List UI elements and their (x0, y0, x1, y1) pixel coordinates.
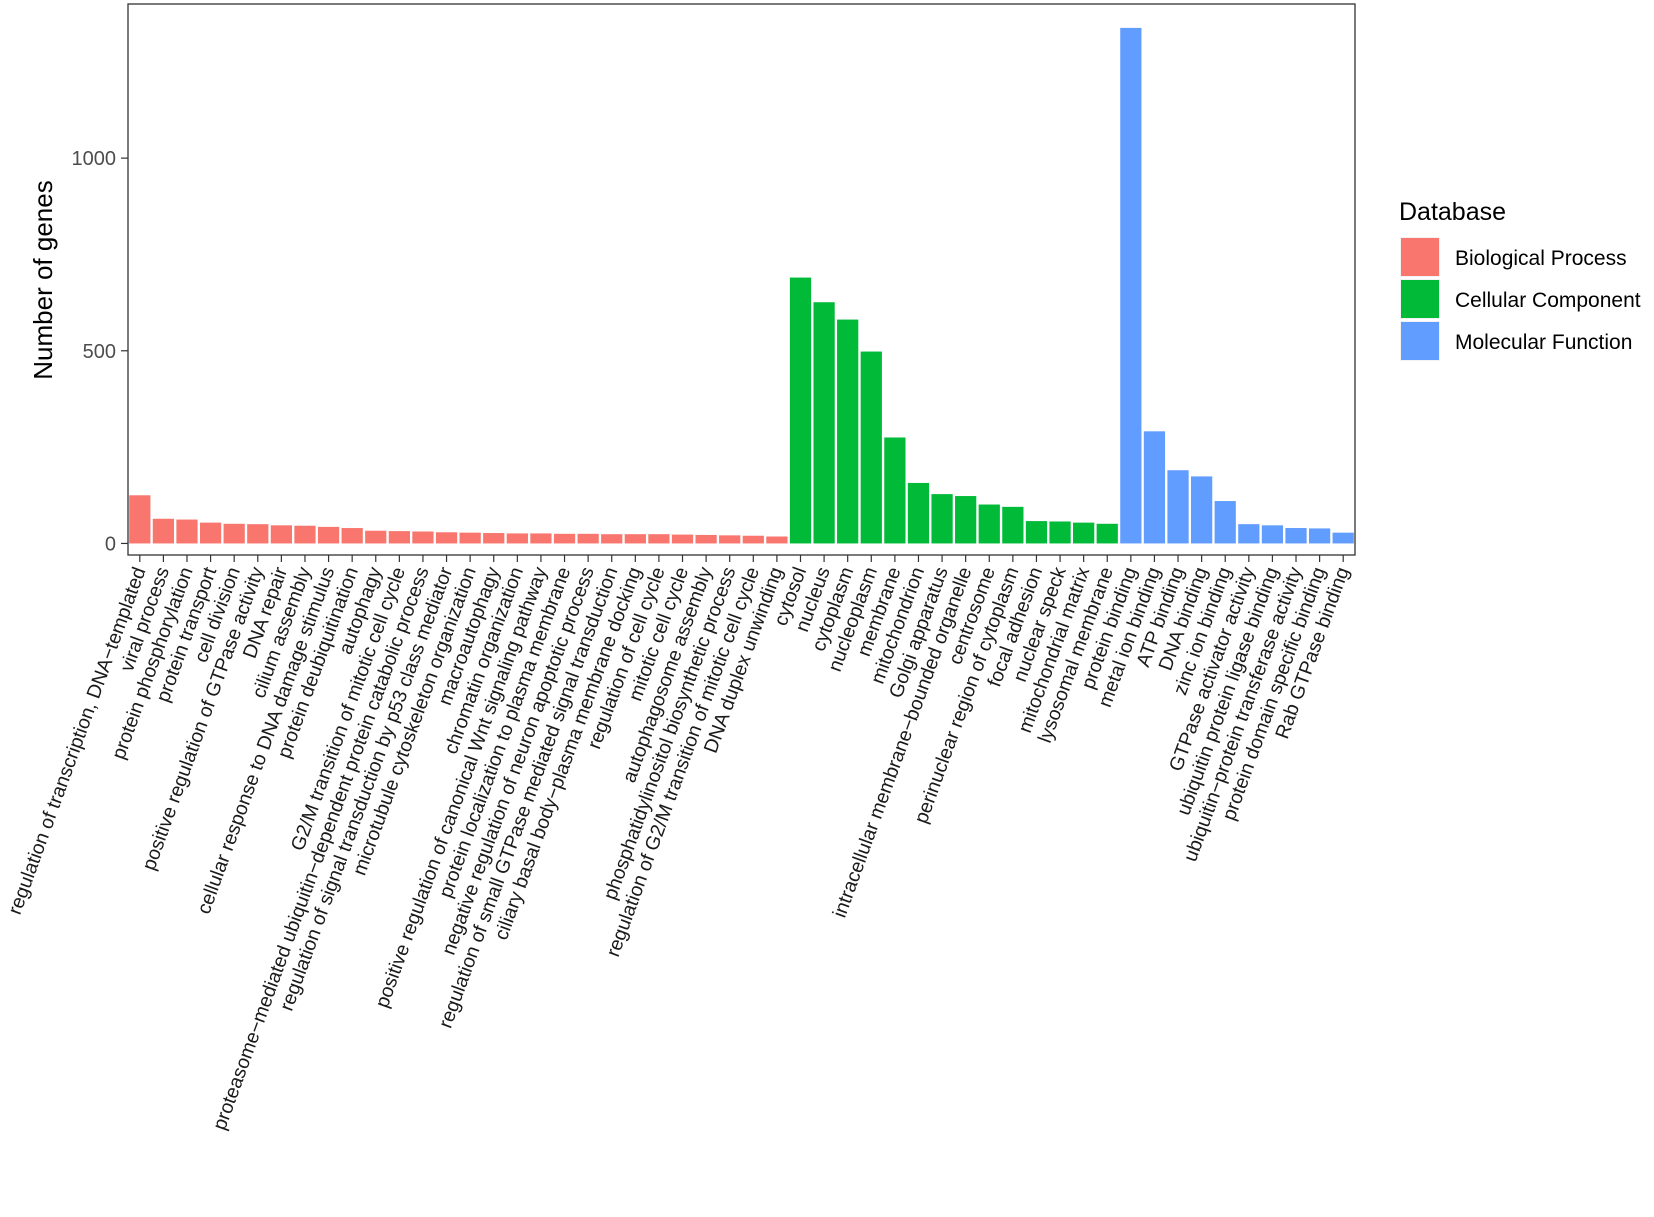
bar-gtpase-activator-activity (1238, 524, 1260, 544)
legend-label: Molecular Function (1455, 331, 1632, 354)
bar-negative-regulation-of-neuron-apoptotic-process (577, 533, 599, 544)
bar-ubiquitin-protein-ligase-binding (1261, 525, 1284, 544)
bar-ciliary-basal-body-plasma-membrane-docking (624, 534, 646, 544)
bar-atp-binding (1167, 470, 1189, 544)
bar-protein-phosphorylation (176, 519, 198, 544)
bar-cilium-assembly (294, 525, 316, 544)
bars-layer (129, 27, 1354, 544)
bar-membrane (884, 437, 906, 544)
bar-cytoplasm (837, 319, 859, 544)
bar-positive-regulation-of-gtpase-activity (247, 524, 269, 544)
y-tick-label: 500 (83, 341, 116, 363)
y-axis-title: Number of genes (28, 180, 58, 379)
bar-metal-ion-binding (1143, 431, 1166, 544)
bar-phosphatidylinositol-biosynthetic-process (719, 535, 741, 544)
bar-mitochondrion (907, 482, 930, 544)
bar-lysosomal-membrane (1096, 523, 1118, 544)
legend-swatch (1401, 280, 1439, 318)
bar-rab-gtpase-binding (1332, 532, 1354, 544)
bar-autophagosome-assembly (695, 534, 717, 544)
bar-cytosol (789, 277, 812, 544)
bar-nucleus (813, 302, 835, 544)
y-axis: 0 500 1000 (72, 148, 128, 555)
bar-viral-process (152, 518, 175, 544)
bar-macroautophagy (483, 533, 505, 544)
bar-protein-domain-specific-binding (1308, 528, 1331, 544)
legend-title: Database (1399, 198, 1506, 226)
y-tick-label: 0 (105, 533, 116, 555)
bar-dna-duplex-unwinding (766, 536, 788, 544)
bar-cellular-response-to-dna-damage-stimulus (317, 526, 340, 544)
bar-autophagy (365, 530, 387, 544)
bar-regulation-of-cell-cycle (648, 534, 670, 544)
bar-centrosome (978, 504, 1000, 544)
bar-regulation-of-small-gtpase-mediated-signal-transduction (601, 534, 623, 544)
bar-perinuclear-region-of-cytoplasm (1002, 506, 1024, 544)
legend: Database Biological Process Cellular Comp… (1399, 198, 1641, 361)
bar-cell-division (223, 523, 245, 544)
bar-mitotic-cell-cycle (671, 534, 694, 544)
bar-dna-binding (1191, 476, 1213, 544)
bar-intracellular-membrane-bounded-organelle (955, 496, 977, 544)
bar-mitochondrial-matrix (1073, 522, 1095, 544)
bar-nucleoplasm (860, 351, 882, 544)
bar-protein-localization-to-plasma-membrane (553, 533, 576, 544)
bar-protein-binding (1120, 27, 1142, 544)
bar-chromatin-organization (506, 533, 528, 544)
bar-microtubule-cytoskeleton-organization (459, 532, 481, 544)
bar-regulation-of-g2-m-transition-of-mitotic-cell-cycle (742, 535, 764, 544)
bar-g2-m-transition-of-mitotic-cell-cycle (388, 531, 410, 544)
bar-regulation-of-signal-transduction-by-p53-class-mediator (435, 532, 458, 544)
bar-zinc-ion-binding (1214, 501, 1236, 544)
bar-protein-deubiquitination (341, 528, 363, 544)
bar-focal-adhesion (1025, 521, 1048, 544)
bar-dna-repair (270, 525, 292, 544)
legend-label: Cellular Component (1455, 289, 1641, 312)
bar-golgi-apparatus (931, 494, 953, 544)
legend-label: Biological Process (1455, 247, 1627, 270)
legend-swatch (1401, 238, 1439, 276)
bar-proteasome-mediated-ubiquitin-dependent-protein-catabolic-process (412, 531, 434, 544)
bar-regulation-of-transcription-dna-templated (129, 495, 151, 544)
bar-nuclear-speck (1049, 521, 1071, 544)
y-tick-label: 1000 (72, 148, 117, 170)
bar-positive-regulation-of-canonical-wnt-signaling-pathway (530, 533, 552, 544)
legend-swatch (1401, 322, 1439, 360)
plot-panel-border (127, 3, 1356, 556)
bar-protein-transport (199, 522, 222, 544)
bar-ubiquitin-protein-transferase-activity (1285, 528, 1307, 544)
